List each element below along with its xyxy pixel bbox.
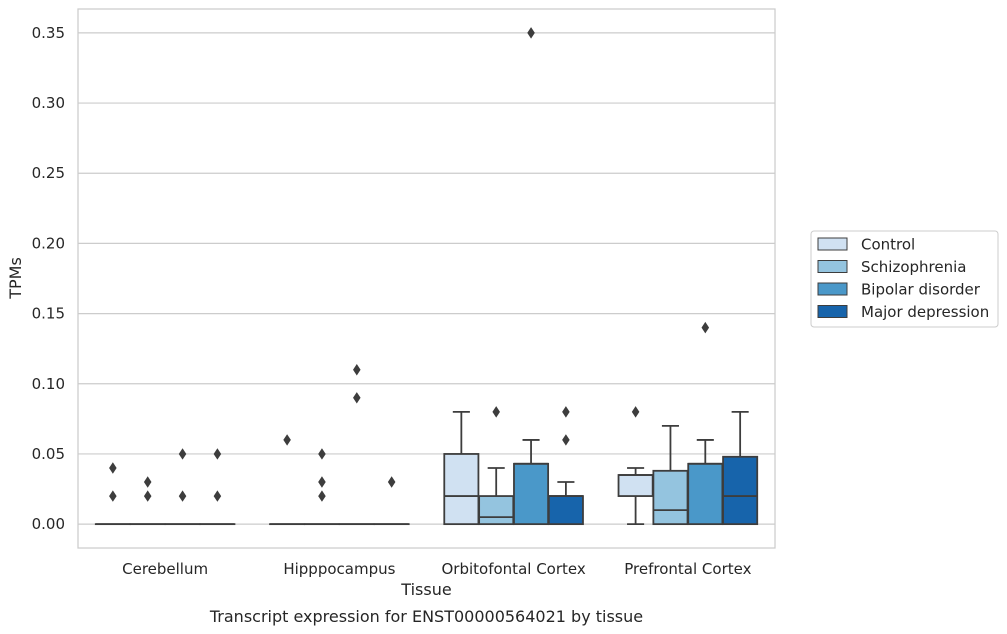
plot-frame <box>77 8 776 549</box>
outlier-point <box>318 448 326 460</box>
grid-lines <box>78 32 775 525</box>
box-bipolar-disorder <box>338 364 375 526</box>
box-body <box>443 453 480 526</box>
outlier-point <box>178 448 187 460</box>
box-bipolar-disorder <box>687 321 724 526</box>
box-body <box>513 462 550 526</box>
legend-label: Schizophrenia <box>861 258 966 276</box>
outlier-point <box>562 434 570 446</box>
box-body <box>722 455 759 526</box>
legend-swatch <box>817 260 848 273</box>
x-tick-label: Hipppocampus <box>283 560 395 578</box>
outlier-point <box>178 490 187 502</box>
outlier-point <box>387 476 396 488</box>
outlier-point <box>318 476 326 488</box>
box-control <box>617 406 654 526</box>
y-tick-label: 0.25 <box>32 164 65 182</box>
box-body <box>478 495 515 526</box>
y-tick-label: 0.05 <box>32 445 65 463</box>
legend: Control Schizophrenia Bipolar disorder Majo… <box>810 230 999 328</box>
outlier-point <box>353 364 361 376</box>
box-schizophrenia <box>652 424 689 526</box>
legend-frame <box>810 230 999 328</box>
outlier-point <box>492 406 500 418</box>
outlier-point <box>353 392 361 404</box>
legend-swatch <box>817 305 848 318</box>
box-bipolar-disorder <box>164 448 201 526</box>
x-tick-labels: Cerebellum Hipppocampus Orbitofontal Corte… <box>122 560 751 578</box>
box-body <box>687 462 724 526</box>
box-control <box>443 410 480 526</box>
x-tick-label: Orbitofontal Cortex <box>442 560 586 578</box>
outlier-point <box>109 462 117 474</box>
legend-swatch <box>817 282 848 296</box>
box-body <box>617 474 654 497</box>
outlier-point <box>143 490 152 502</box>
outlier-point <box>562 406 570 418</box>
box-major-depression <box>199 448 236 526</box>
box-schizophrenia <box>478 406 515 526</box>
y-tick-label: 0.00 <box>32 515 65 533</box>
y-axis-label: TPMs <box>6 257 25 300</box>
outlier-point <box>213 490 222 502</box>
y-tick-labels: 0.00 0.05 0.10 0.15 0.20 0.25 0.30 0.35 <box>32 24 65 533</box>
legend-swatch <box>817 237 848 251</box>
boxes <box>94 27 759 526</box>
outlier-point <box>109 490 117 502</box>
legend-label: Control <box>861 236 915 254</box>
outlier-point <box>143 476 152 488</box>
box-bipolar-disorder <box>513 27 550 526</box>
x-tick-label: Cerebellum <box>122 560 208 578</box>
outlier-point <box>213 448 222 460</box>
box-body <box>547 495 584 526</box>
outlier-point <box>631 406 640 418</box>
y-tick-label: 0.20 <box>32 234 65 252</box>
outlier-point <box>318 490 326 502</box>
box-control <box>269 434 306 526</box>
x-tick-label: Prefrontal Cortex <box>624 560 751 578</box>
box-body <box>652 469 689 526</box>
y-tick-label: 0.35 <box>32 24 65 42</box>
y-tick-label: 0.15 <box>32 305 65 323</box>
box-major-depression <box>373 476 410 526</box>
y-tick-label: 0.30 <box>32 94 65 112</box>
chart-caption: Transcript expression for ENST0000056402… <box>209 607 643 626</box>
outlier-point <box>527 27 535 39</box>
y-tick-label: 0.10 <box>32 375 65 393</box>
box-schizophrenia <box>303 448 340 526</box>
box-major-depression <box>722 410 759 526</box>
legend-label: Bipolar disorder <box>861 281 981 299</box>
legend-label: Major depression <box>861 303 989 321</box>
box-major-depression <box>547 406 584 526</box>
x-axis-label: Tissue <box>400 580 451 599</box>
box-schizophrenia <box>129 476 166 526</box>
outlier-point <box>701 321 710 334</box>
outlier-point <box>283 434 291 446</box>
box-control <box>94 462 131 526</box>
